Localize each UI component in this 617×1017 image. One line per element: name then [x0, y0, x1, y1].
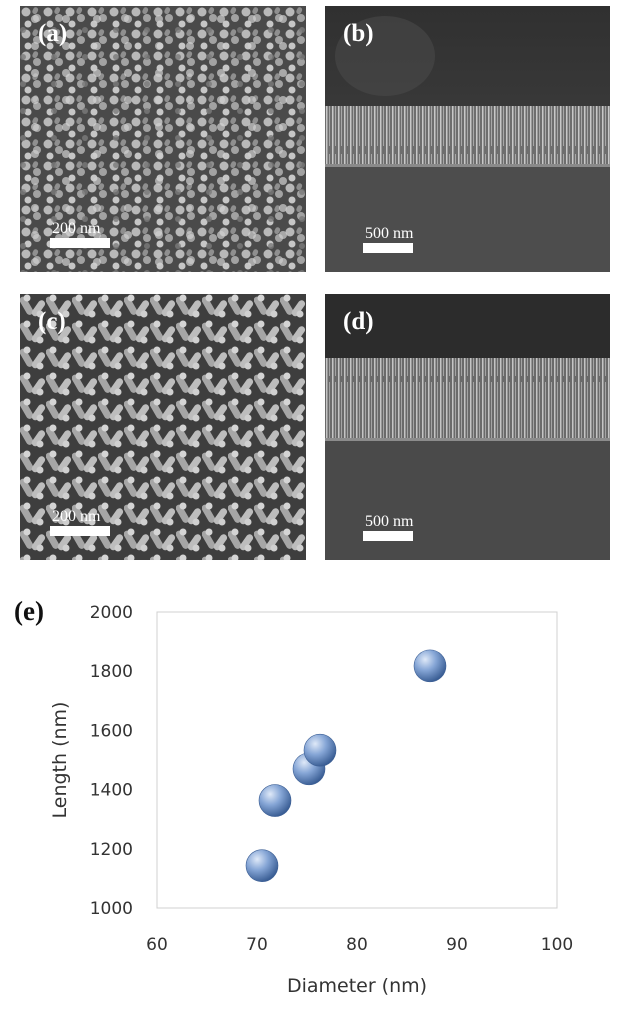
scale-label: 200 nm — [52, 508, 101, 525]
sem-panel-a: (a) 200 nm — [20, 6, 306, 272]
sem-panel-d: (d) 500 nm — [325, 294, 610, 560]
panel-label: (a) — [38, 20, 68, 47]
data-point — [258, 784, 292, 817]
x-tick-label: 60 — [146, 935, 168, 955]
panel-label-e: (e) — [14, 596, 44, 626]
y-tick-label: 1800 — [90, 662, 133, 682]
panel-label: (b) — [343, 20, 374, 47]
x-tick-label: 70 — [246, 935, 268, 955]
y-axis-title: Length (nm) — [49, 702, 71, 819]
data-point — [303, 733, 337, 767]
y-tick-label: 2000 — [90, 603, 133, 623]
x-tick-label: 90 — [446, 935, 468, 955]
x-tick-labels: 60 70 80 90 100 — [146, 935, 573, 955]
scale-bar — [363, 531, 413, 541]
sem-image-b — [325, 6, 610, 272]
scale-bar-group: 200 nm — [50, 221, 110, 248]
scale-label: 500 nm — [365, 513, 414, 530]
sem-panel-c: (c) 200 nm — [20, 294, 306, 560]
y-tick-label: 1200 — [90, 840, 133, 860]
scale-bar-group: 500 nm — [363, 514, 413, 541]
sem-image-a — [20, 6, 306, 272]
y-tick-label: 1600 — [90, 721, 133, 741]
sem-panel-b: (b) 500 nm — [325, 6, 610, 272]
scale-bar — [50, 238, 110, 248]
scale-bar-group: 200 nm — [50, 509, 110, 536]
y-tick-labels: 1000 1200 1400 1600 1800 2000 — [90, 603, 133, 919]
data-point — [245, 849, 279, 882]
panel-label: (d) — [343, 308, 374, 335]
sem-image-d — [325, 294, 610, 560]
scale-bar-group: 500 nm — [363, 226, 413, 253]
data-points — [245, 649, 447, 882]
plot-area — [156, 611, 558, 909]
sem-image-c — [20, 294, 306, 560]
data-point — [413, 649, 447, 683]
scale-label: 500 nm — [365, 225, 414, 242]
panel-label: (c) — [38, 308, 66, 335]
x-tick-label: 80 — [346, 935, 368, 955]
scatter-chart: 1000 1200 1400 1600 1800 2000 60 70 80 90 100 Dia… — [49, 603, 573, 997]
scale-bar — [363, 243, 413, 253]
y-tick-label: 1400 — [90, 781, 133, 801]
x-axis-title: Diameter (nm) — [287, 975, 427, 997]
y-tick-label: 1000 — [90, 899, 133, 919]
x-tick-label: 100 — [541, 935, 573, 955]
scale-label: 200 nm — [52, 220, 101, 237]
scale-bar — [50, 526, 110, 536]
